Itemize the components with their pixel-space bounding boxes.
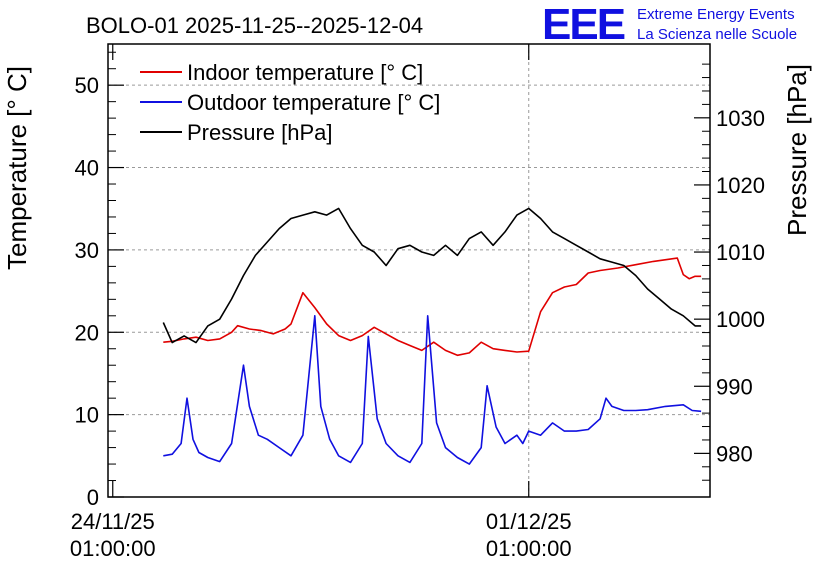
- y2-tick-label-980: 980: [716, 441, 753, 466]
- y-tick-label-50: 50: [75, 73, 99, 98]
- series-lines: [162, 207, 702, 465]
- logo-line2: La Scienza nelle Scuole: [637, 26, 797, 43]
- y-tick-label-0: 0: [87, 485, 99, 510]
- series-line-1: [163, 314, 702, 465]
- y2-axis-title: Pressure [hPa]: [782, 64, 812, 236]
- grid-lines: [108, 44, 710, 497]
- axis-ticks: [108, 44, 710, 498]
- y2-tick-label-990: 990: [716, 374, 753, 399]
- y2-tick-label-1020: 1020: [716, 173, 765, 198]
- y-tick-label-40: 40: [75, 156, 99, 181]
- y-axis-title: Temperature [° C]: [2, 66, 32, 270]
- series-line-2: [162, 207, 702, 344]
- series-line-0: [163, 257, 702, 357]
- x-tick-label-date-1: 01/12/25: [486, 509, 572, 534]
- y-tick-label-20: 20: [75, 320, 99, 345]
- logo-line1: Extreme Energy Events: [637, 6, 795, 23]
- legend: Indoor temperature [° C] Outdoor tempera…: [140, 60, 440, 145]
- logo-mark: EEE: [542, 0, 625, 49]
- chart-title: BOLO-01 2025-11-25--2025-12-04: [86, 13, 423, 38]
- legend-label-pressure: Pressure [hPa]: [187, 120, 333, 145]
- y-tick-label-30: 30: [75, 238, 99, 263]
- x-tick-label-time-1: 01:00:00: [486, 536, 572, 561]
- eee-logo: EEE Extreme Energy Events La Scienza nel…: [542, 0, 797, 49]
- x-tick-label-date-0: 24/11/25: [71, 509, 155, 534]
- y2-tick-label-1010: 1010: [716, 240, 765, 265]
- legend-label-outdoor: Outdoor temperature [° C]: [187, 90, 440, 115]
- x-tick-label-time-0: 01:00:00: [70, 536, 156, 561]
- y2-tick-label-1030: 1030: [716, 106, 765, 131]
- plot-frame: [107, 43, 711, 498]
- legend-label-indoor: Indoor temperature [° C]: [187, 60, 423, 85]
- y-tick-label-10: 10: [75, 403, 99, 428]
- y2-tick-label-1000: 1000: [716, 307, 765, 332]
- tick-labels: 01020304050980990100010101020103024/11/2…: [70, 73, 765, 561]
